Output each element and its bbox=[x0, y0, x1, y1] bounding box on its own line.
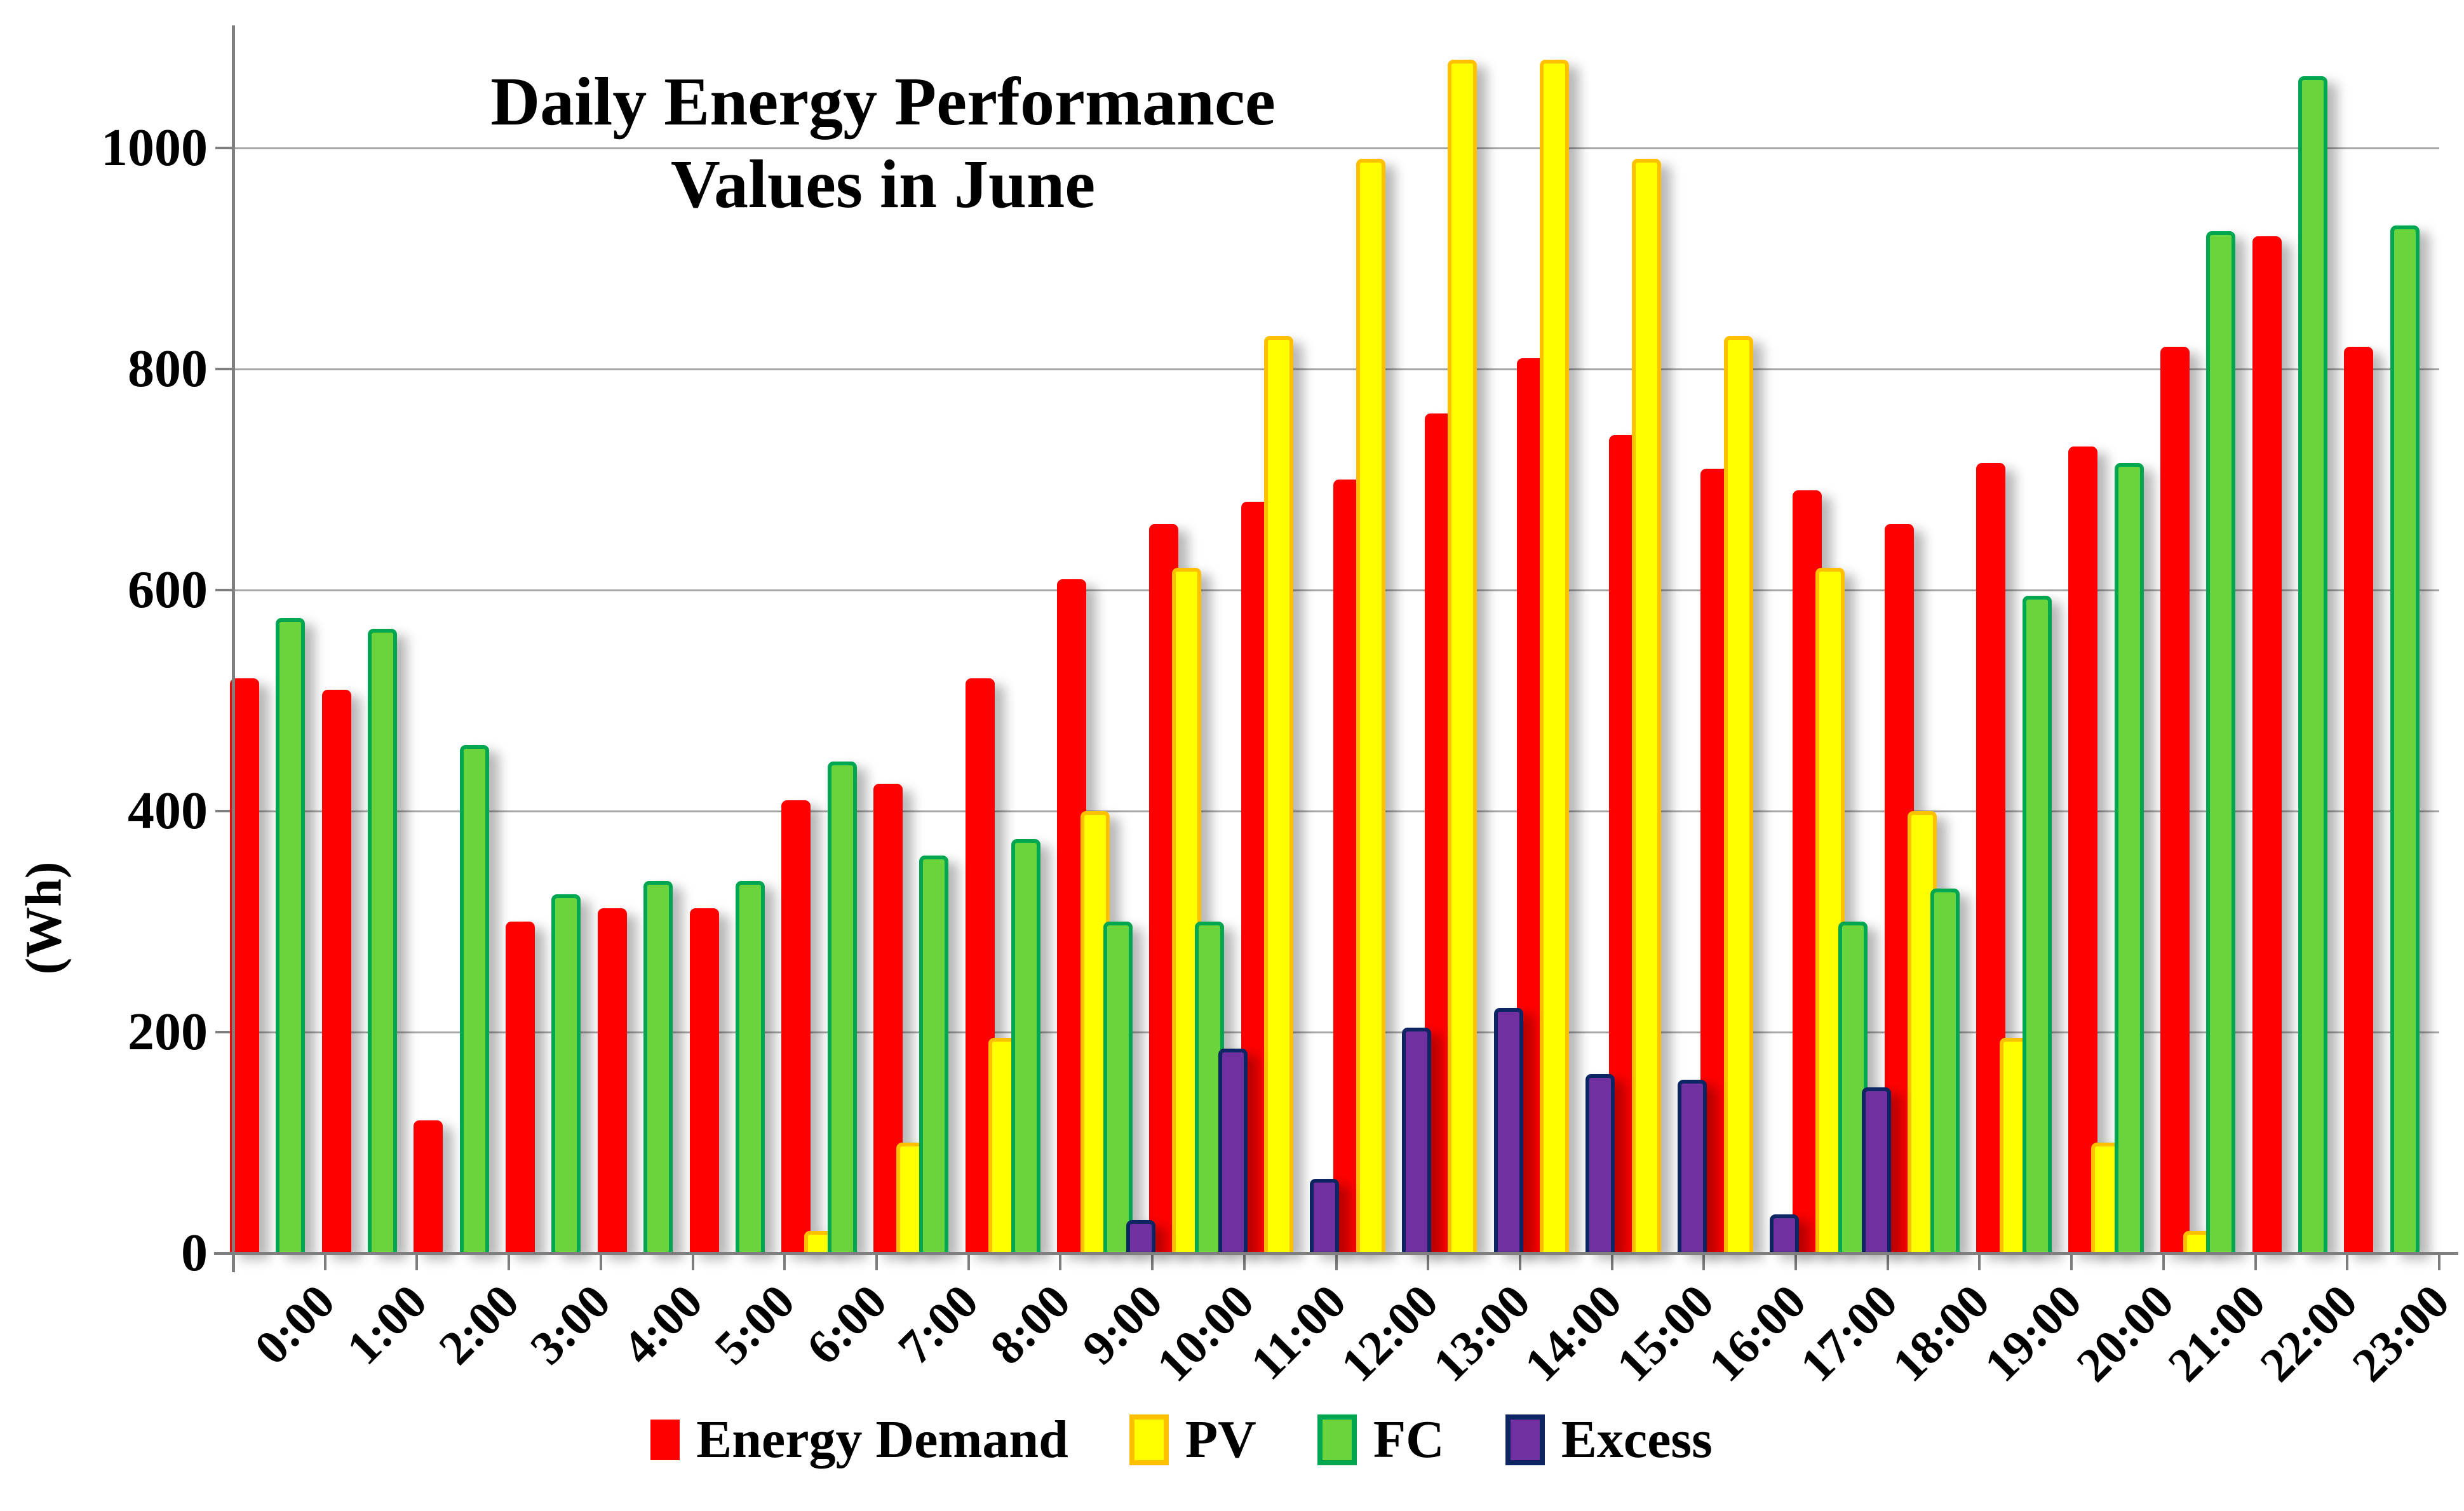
bar-excess-16:00 bbox=[1769, 1214, 1799, 1253]
y-tick-label-400: 400 bbox=[128, 781, 208, 840]
y-tick-400 bbox=[215, 810, 233, 812]
y-tick-1000 bbox=[215, 147, 233, 149]
bar-fc-0:00 bbox=[276, 617, 306, 1253]
x-tick-10 bbox=[1151, 1253, 1154, 1270]
x-tick-24 bbox=[2438, 1253, 2440, 1270]
x-tick-17 bbox=[1794, 1253, 1798, 1270]
x-tick-11 bbox=[1242, 1253, 1246, 1270]
bar-fc-23:00 bbox=[2390, 225, 2420, 1253]
gridline-800 bbox=[233, 368, 2439, 370]
x-tick-5 bbox=[691, 1253, 694, 1270]
legend-swatch-fc bbox=[1317, 1414, 1357, 1465]
legend-label-pv: PV bbox=[1185, 1410, 1256, 1469]
y-tick-label-0: 0 bbox=[181, 1223, 208, 1282]
legend-label-excess: Excess bbox=[1561, 1410, 1713, 1469]
y-tick-200 bbox=[215, 1031, 233, 1033]
legend-item-energy-demand: Energy Demand bbox=[650, 1409, 1068, 1470]
bar-pv-14:00 bbox=[1540, 59, 1570, 1253]
bar-excess-11:00 bbox=[1310, 1179, 1340, 1253]
bar-fc-19:00 bbox=[2022, 595, 2052, 1253]
bar-fc-9:00 bbox=[1103, 922, 1133, 1253]
bar-energy-demand-3:00 bbox=[506, 922, 535, 1253]
bar-excess-17:00 bbox=[1861, 1087, 1891, 1253]
legend-swatch-excess bbox=[1505, 1414, 1545, 1465]
x-tick-7 bbox=[875, 1253, 878, 1270]
x-tick-23 bbox=[2346, 1253, 2349, 1270]
bar-pv-13:00 bbox=[1448, 59, 1478, 1253]
x-tick-14 bbox=[1518, 1253, 1521, 1270]
x-tick-21 bbox=[2162, 1253, 2165, 1270]
x-tick-22 bbox=[2254, 1253, 2257, 1270]
x-tick-20 bbox=[2070, 1253, 2073, 1270]
bar-energy-demand-4:00 bbox=[597, 908, 627, 1253]
legend-item-fc: FC bbox=[1317, 1409, 1444, 1470]
x-tick-13 bbox=[1427, 1253, 1430, 1270]
bar-fc-22:00 bbox=[2298, 76, 2327, 1253]
chart-title-line1: Daily Energy Performance bbox=[490, 64, 1276, 140]
bar-energy-demand-1:00 bbox=[321, 689, 351, 1253]
gridline-1000 bbox=[233, 147, 2439, 149]
bar-fc-3:00 bbox=[551, 894, 581, 1253]
bar-energy-demand-21:00 bbox=[2160, 347, 2190, 1253]
x-axis-line bbox=[214, 1252, 2458, 1255]
bar-pv-11:00 bbox=[1263, 335, 1293, 1253]
bar-fc-7:00 bbox=[919, 855, 949, 1253]
legend: Energy Demand PV FC Excess bbox=[0, 1409, 2363, 1470]
bar-fc-6:00 bbox=[827, 761, 857, 1253]
x-tick-18 bbox=[1886, 1253, 1889, 1270]
y-axis-line bbox=[232, 25, 235, 1272]
x-tick-8 bbox=[967, 1253, 970, 1270]
legend-item-pv: PV bbox=[1129, 1409, 1256, 1470]
legend-label-energy-demand: Energy Demand bbox=[696, 1410, 1068, 1469]
legend-label-fc: FC bbox=[1373, 1410, 1444, 1469]
chart-title: Daily Energy Performance Values in June bbox=[343, 61, 1423, 226]
bar-excess-15:00 bbox=[1678, 1079, 1707, 1253]
bar-energy-demand-6:00 bbox=[781, 800, 811, 1253]
y-tick-800 bbox=[215, 368, 233, 370]
bar-pv-17:00 bbox=[1815, 568, 1845, 1253]
legend-swatch-pv bbox=[1129, 1414, 1169, 1465]
bar-fc-8:00 bbox=[1011, 838, 1041, 1253]
y-tick-600 bbox=[215, 589, 233, 591]
bar-excess-14:00 bbox=[1585, 1074, 1615, 1253]
x-tick-19 bbox=[1978, 1253, 1981, 1270]
y-tick-label-1000: 1000 bbox=[101, 118, 208, 177]
y-tick-label-800: 800 bbox=[128, 339, 208, 398]
bar-energy-demand-20:00 bbox=[2068, 446, 2098, 1253]
x-tick-15 bbox=[1610, 1253, 1613, 1270]
bar-excess-12:00 bbox=[1402, 1028, 1432, 1253]
bar-energy-demand-2:00 bbox=[414, 1120, 443, 1253]
bar-fc-20:00 bbox=[2114, 462, 2144, 1253]
bar-energy-demand-22:00 bbox=[2252, 236, 2282, 1253]
bar-pv-16:00 bbox=[1723, 335, 1753, 1253]
x-tick-4 bbox=[599, 1253, 602, 1270]
x-tick-3 bbox=[508, 1253, 511, 1270]
bar-fc-2:00 bbox=[459, 744, 489, 1253]
y-tick-label-600: 600 bbox=[128, 560, 208, 619]
chart-title-line2: Values in June bbox=[670, 147, 1096, 222]
bar-fc-21:00 bbox=[2206, 231, 2236, 1253]
x-tick-12 bbox=[1335, 1253, 1338, 1270]
bar-pv-15:00 bbox=[1631, 159, 1661, 1253]
legend-swatch-energy-demand bbox=[650, 1419, 680, 1460]
legend-item-excess: Excess bbox=[1505, 1409, 1713, 1470]
bar-excess-13:00 bbox=[1493, 1007, 1523, 1253]
bar-energy-demand-5:00 bbox=[689, 908, 719, 1253]
bar-fc-5:00 bbox=[735, 880, 765, 1253]
bar-energy-demand-23:00 bbox=[2344, 347, 2374, 1253]
bar-excess-9:00 bbox=[1126, 1219, 1155, 1253]
bar-excess-10:00 bbox=[1218, 1049, 1248, 1253]
bar-fc-18:00 bbox=[1930, 888, 1960, 1253]
x-tick-6 bbox=[783, 1253, 786, 1270]
x-tick-2 bbox=[415, 1253, 419, 1270]
x-tick-9 bbox=[1059, 1253, 1062, 1270]
bar-fc-1:00 bbox=[368, 628, 398, 1253]
x-tick-1 bbox=[323, 1253, 327, 1270]
y-tick-label-200: 200 bbox=[128, 1002, 208, 1061]
bar-pv-12:00 bbox=[1356, 159, 1385, 1253]
bar-fc-4:00 bbox=[643, 880, 673, 1253]
x-tick-16 bbox=[1702, 1253, 1706, 1270]
